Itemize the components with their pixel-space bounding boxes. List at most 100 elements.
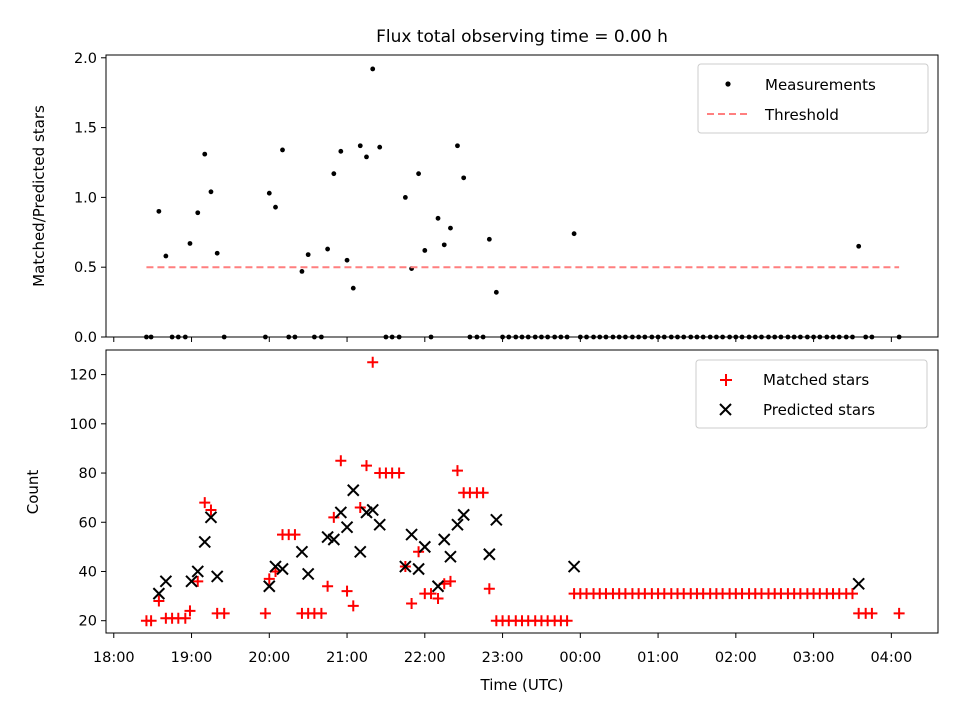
predicted-star-point (373, 518, 386, 531)
matched-star-point (347, 600, 359, 612)
predicted-star-point (490, 513, 503, 527)
matched-star-point (406, 597, 418, 609)
predicted-star-point (301, 567, 315, 581)
x-tick-label: 02:00 (715, 650, 757, 666)
matched-star-point (315, 607, 327, 619)
matched-star-point (561, 615, 573, 627)
predicted-star-point (295, 545, 309, 558)
predicted-star-point (354, 545, 367, 558)
x-tick-label: 20:00 (248, 650, 290, 666)
predicted-star-point (567, 560, 581, 573)
matched-star-point (179, 612, 191, 624)
x-tick-label: 00:00 (559, 650, 601, 666)
measurement-point (280, 147, 285, 153)
measurement-point (202, 151, 208, 157)
legend-threshold-label: Threshold (764, 106, 839, 124)
measurement-point (441, 242, 447, 248)
matched-star-point (259, 607, 271, 619)
predicted-star-point (198, 535, 211, 549)
matched-star-point (205, 504, 217, 516)
measurement-point (435, 215, 441, 221)
measurement-point (187, 241, 193, 246)
matched-star-point (866, 607, 878, 619)
measurement-point (416, 171, 421, 177)
measurement-point (493, 289, 499, 295)
matched-star-point (199, 497, 211, 509)
bottom-y-tick-label: 120 (69, 368, 97, 384)
bottom-y-ticks: 20 40 60 80 100 120 (69, 368, 106, 630)
matched-star-point (328, 511, 340, 523)
matched-star-point (341, 585, 353, 597)
matched-star-point (218, 607, 230, 619)
predicted-star-point (340, 520, 354, 534)
matched-star-point (393, 467, 405, 479)
predicted-star-point (334, 506, 348, 519)
predicted-star-point (431, 580, 445, 593)
matched-star-point (263, 573, 275, 585)
predicted-star-point (438, 533, 451, 546)
predicted-star-point (263, 580, 276, 593)
bottom-y-axis-label: Count (24, 470, 42, 515)
measurement-point (273, 204, 278, 210)
predicted-star-point (451, 518, 464, 531)
legend-predicted-marker (719, 403, 732, 416)
legend-measurements-marker (725, 81, 731, 87)
x-tick-label: 22:00 (404, 650, 446, 666)
predicted-star-point (152, 587, 166, 600)
x-tick-label: 03:00 (793, 650, 835, 666)
x-axis-label: Time (UTC) (480, 676, 564, 694)
top-y-tick-label: 1.0 (74, 190, 97, 206)
matched-star-point (335, 455, 347, 467)
bottom-axes-frame (105, 349, 939, 634)
bottom-y-tick-label: 40 (79, 564, 97, 580)
x-tick-label: 04:00 (870, 650, 912, 666)
predicted-star-point (327, 533, 341, 546)
matched-star-point (893, 607, 905, 619)
matched-star-point (184, 605, 196, 617)
bottom-y-tick-label: 100 (69, 417, 97, 433)
measurement-point (486, 236, 492, 242)
bottom-y-tick-label: 20 (79, 614, 97, 630)
matched-star-point (192, 575, 204, 587)
predicted-star-point (405, 528, 418, 541)
top-chart-title: Flux total observing time = 0.00 h (376, 27, 668, 47)
x-tick-label: 23:00 (482, 650, 524, 666)
matched-star-point (477, 487, 489, 499)
matched-star-point (289, 529, 301, 541)
top-y-ticks: 0.0 0.5 1.0 1.5 2.0 (74, 51, 106, 346)
bottom-plot-marks (140, 356, 905, 627)
measurement-point (214, 250, 220, 256)
matched-star-point (145, 615, 157, 627)
measurement-point (208, 189, 214, 195)
measurement-point (350, 285, 356, 291)
measurement-point (455, 143, 460, 149)
top-y-tick-label: 2.0 (74, 51, 97, 67)
bottom-legend: Matched stars Predicted stars (695, 359, 928, 429)
measurement-point (364, 154, 369, 160)
matched-star-point (483, 583, 495, 595)
predicted-star-point (444, 550, 457, 563)
legend-matched-marker (720, 374, 732, 386)
bottom-panel: 20 40 60 80 100 120 18:00 19:00 20:00 21:00 22:00… (24, 349, 939, 694)
matched-star-point (846, 588, 858, 600)
measurement-point (344, 257, 350, 263)
measurement-point (461, 175, 467, 181)
predicted-star-point (185, 575, 198, 588)
top-y-axis-label: Matched/Predicted stars (30, 105, 48, 287)
legend-predicted-label: Predicted stars (763, 401, 875, 419)
x-tick-label: 18:00 (93, 650, 135, 666)
matched-star-point (432, 593, 444, 605)
top-x-ticks (113, 337, 892, 342)
measurement-point (163, 253, 169, 259)
measurement-point (156, 208, 162, 214)
legend-measurements-label: Measurements (765, 76, 876, 94)
predicted-star-point (347, 484, 360, 497)
predicted-star-point (276, 562, 289, 576)
predicted-star-point (412, 562, 425, 576)
top-axes-frame (105, 54, 939, 338)
bottom-x-ticks: 18:00 19:00 20:00 21:00 22:00 23:00 00:00 01:00… (93, 633, 912, 666)
measurement-point (422, 248, 428, 253)
measurement-point (357, 143, 363, 149)
matched-star-point (322, 580, 334, 592)
